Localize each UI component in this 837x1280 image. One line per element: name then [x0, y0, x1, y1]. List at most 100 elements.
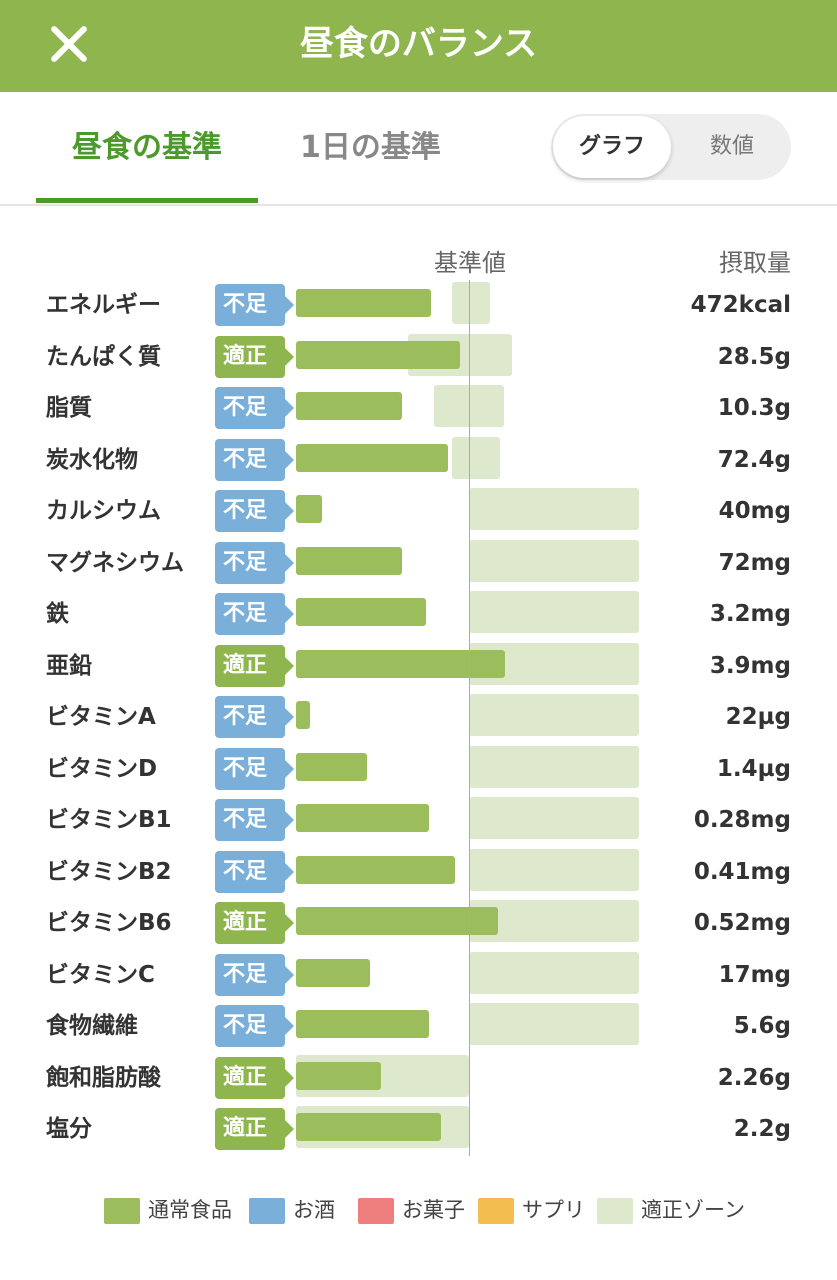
- nutrient-name: 脂質: [46, 395, 92, 421]
- nutrient-name: ビタミンC: [46, 961, 155, 988]
- nutrient-name: 塩分: [46, 1116, 92, 1142]
- status-badge: 不足: [215, 1005, 294, 1047]
- status-badge: 不足: [215, 593, 294, 635]
- legend-label: お菓子: [402, 1198, 465, 1222]
- intake-bar: [296, 855, 456, 884]
- status-badge: 適正: [215, 644, 294, 687]
- tab-bar: 昼食の基準 1日の基準 グラフ 数値: [0, 92, 837, 206]
- reference-column-header: 基準値: [434, 249, 506, 277]
- tab-lunch-standard[interactable]: 昼食の基準: [72, 130, 222, 165]
- optimal-zone: [469, 797, 639, 839]
- legend-label: 適正ゾーン: [641, 1198, 745, 1222]
- intake-value: 1.4µg: [716, 755, 791, 782]
- nutrient-row: エネルギー 不足 472kcal: [0, 282, 837, 328]
- nutrient-name: 食物繊維: [46, 1013, 138, 1039]
- status-badge: 不足: [215, 850, 294, 893]
- nutrient-row: ビタミンD 不足 1.4µg: [0, 745, 837, 792]
- status-badge: 適正: [215, 1056, 294, 1099]
- intake-bar: [296, 752, 367, 781]
- intake-value: 2.2g: [733, 1116, 791, 1142]
- nutrient-row: 食物繊維 不足 5.6g: [0, 1003, 837, 1049]
- nutrient-row: 炭水化物 不足 72.4g: [0, 436, 837, 483]
- intake-value: 40mg: [718, 498, 791, 524]
- legend-swatch: [478, 1198, 514, 1224]
- intake-value: 28.5g: [717, 343, 791, 370]
- nutrient-row: 塩分 適正 2.2g: [0, 1106, 837, 1152]
- toggle-numeric[interactable]: 数値: [709, 134, 754, 159]
- status-badge: 不足: [215, 284, 294, 326]
- nutrient-row: ビタミンB1 不足 0.28mg: [0, 797, 837, 843]
- intake-column-header: 摂取量: [719, 249, 791, 277]
- status-badge: 不足: [215, 490, 294, 532]
- status-badge: 不足: [215, 696, 294, 738]
- legend-item: サプリ: [478, 1195, 585, 1225]
- intake-bar: [296, 649, 506, 678]
- nutrient-name: ビタミンD: [46, 755, 158, 782]
- nutrient-name: マグネシウム: [46, 549, 184, 576]
- intake-value: 17mg: [718, 961, 791, 988]
- nutrient-name: ビタミンB6: [46, 910, 172, 936]
- legend-item: 適正ゾーン: [597, 1195, 745, 1225]
- legend-swatch: [104, 1198, 140, 1224]
- intake-bar: [296, 804, 430, 832]
- intake-bar: [296, 958, 371, 987]
- status-badge: 適正: [215, 335, 294, 378]
- status-badge: 不足: [215, 799, 294, 841]
- nutrient-row: たんぱく質 適正 28.5g: [0, 333, 837, 380]
- legend-label: サプリ: [522, 1198, 585, 1222]
- intake-value: 3.2mg: [709, 601, 791, 627]
- optimal-zone: [469, 848, 639, 891]
- legend-swatch: [358, 1198, 394, 1224]
- intake-bar: [296, 340, 461, 369]
- nutrient-row: ビタミンB2 不足 0.41mg: [0, 848, 837, 895]
- optimal-zone: [469, 745, 639, 788]
- intake-bar: [296, 598, 426, 626]
- intake-bar: [296, 443, 449, 472]
- intake-bar: [296, 289, 431, 317]
- intake-value: 3.9mg: [709, 652, 791, 679]
- intake-value: 2.26g: [717, 1064, 791, 1091]
- intake-value: 72mg: [718, 549, 791, 576]
- legend-item: お酒: [249, 1195, 335, 1225]
- nutrient-name: エネルギー: [46, 292, 161, 318]
- intake-value: 72.4g: [717, 446, 791, 473]
- optimal-zone: [469, 488, 639, 530]
- nutrient-name: 飽和脂肪酸: [46, 1064, 161, 1091]
- toggle-graph[interactable]: グラフ: [553, 116, 671, 178]
- optimal-zone: [469, 539, 639, 582]
- intake-bar: [296, 1010, 430, 1038]
- nutrient-name: カルシウム: [46, 498, 161, 524]
- status-badge: 不足: [215, 747, 294, 790]
- nutrient-row: ビタミンB6 適正 0.52mg: [0, 900, 837, 946]
- optimal-zone: [451, 436, 501, 479]
- nutrient-row: ビタミンA 不足 22µg: [0, 694, 837, 740]
- legend-label: 通常食品: [148, 1198, 232, 1222]
- intake-value: 10.3g: [717, 395, 791, 421]
- nutrient-name: 鉄: [46, 601, 69, 627]
- status-badge: 適正: [215, 902, 294, 944]
- intake-value: 0.52mg: [693, 910, 791, 936]
- nutrient-row: 亜鉛 適正 3.9mg: [0, 642, 837, 689]
- intake-value: 22µg: [725, 704, 791, 730]
- status-badge: 不足: [215, 953, 294, 996]
- legend-swatch: [597, 1198, 633, 1224]
- nutrient-name: 炭水化物: [46, 446, 138, 473]
- legend-item: 通常食品: [104, 1195, 232, 1225]
- intake-bar: [296, 701, 310, 729]
- legend-item: お菓子: [358, 1195, 465, 1225]
- nutrient-name: ビタミンB1: [46, 807, 172, 833]
- page-title: 昼食のバランス: [299, 24, 538, 64]
- intake-value: 472kcal: [690, 292, 791, 318]
- close-icon[interactable]: [44, 22, 94, 66]
- nutrient-row: カルシウム 不足 40mg: [0, 488, 837, 534]
- intake-bar: [296, 495, 322, 523]
- intake-bar: [296, 1061, 381, 1090]
- nutrient-name: 亜鉛: [46, 652, 92, 679]
- status-badge: 不足: [215, 541, 294, 584]
- view-toggle[interactable]: グラフ 数値: [551, 114, 791, 180]
- tab-daily-standard[interactable]: 1日の基準: [300, 130, 441, 165]
- intake-bar: [296, 546, 402, 575]
- intake-bar: [296, 392, 402, 420]
- reference-line: [469, 280, 470, 1156]
- nutrient-row: ビタミンC 不足 17mg: [0, 951, 837, 998]
